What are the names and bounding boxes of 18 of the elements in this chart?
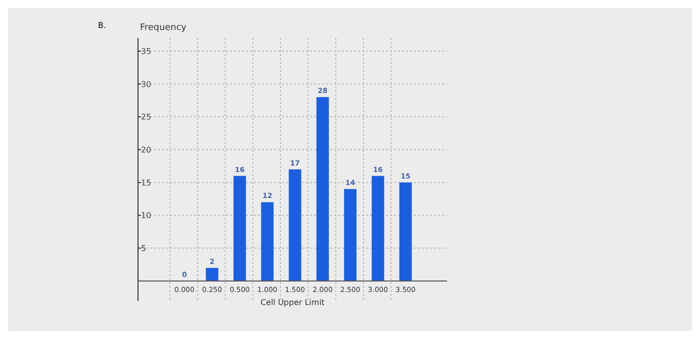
y-tick-label: 10 <box>141 211 152 220</box>
y-tick-label: 30 <box>141 80 152 89</box>
bar <box>233 176 246 281</box>
y-tick-label: 15 <box>141 178 152 188</box>
y-tick-label: 35 <box>141 46 152 56</box>
bar <box>288 169 302 281</box>
y-tick-label: 20 <box>141 145 152 154</box>
bar <box>206 268 218 281</box>
y-tick-label: 5 <box>141 244 146 253</box>
bar <box>344 189 357 281</box>
bar <box>316 97 329 281</box>
bar <box>261 202 274 281</box>
x-axis-title: Cell Upper Limit <box>260 298 325 307</box>
bar <box>372 176 384 281</box>
y-tick-label: 25 <box>141 112 152 122</box>
text: B. <box>98 21 106 30</box>
y-axis-title: Frequency <box>140 23 188 33</box>
bar <box>399 182 412 281</box>
